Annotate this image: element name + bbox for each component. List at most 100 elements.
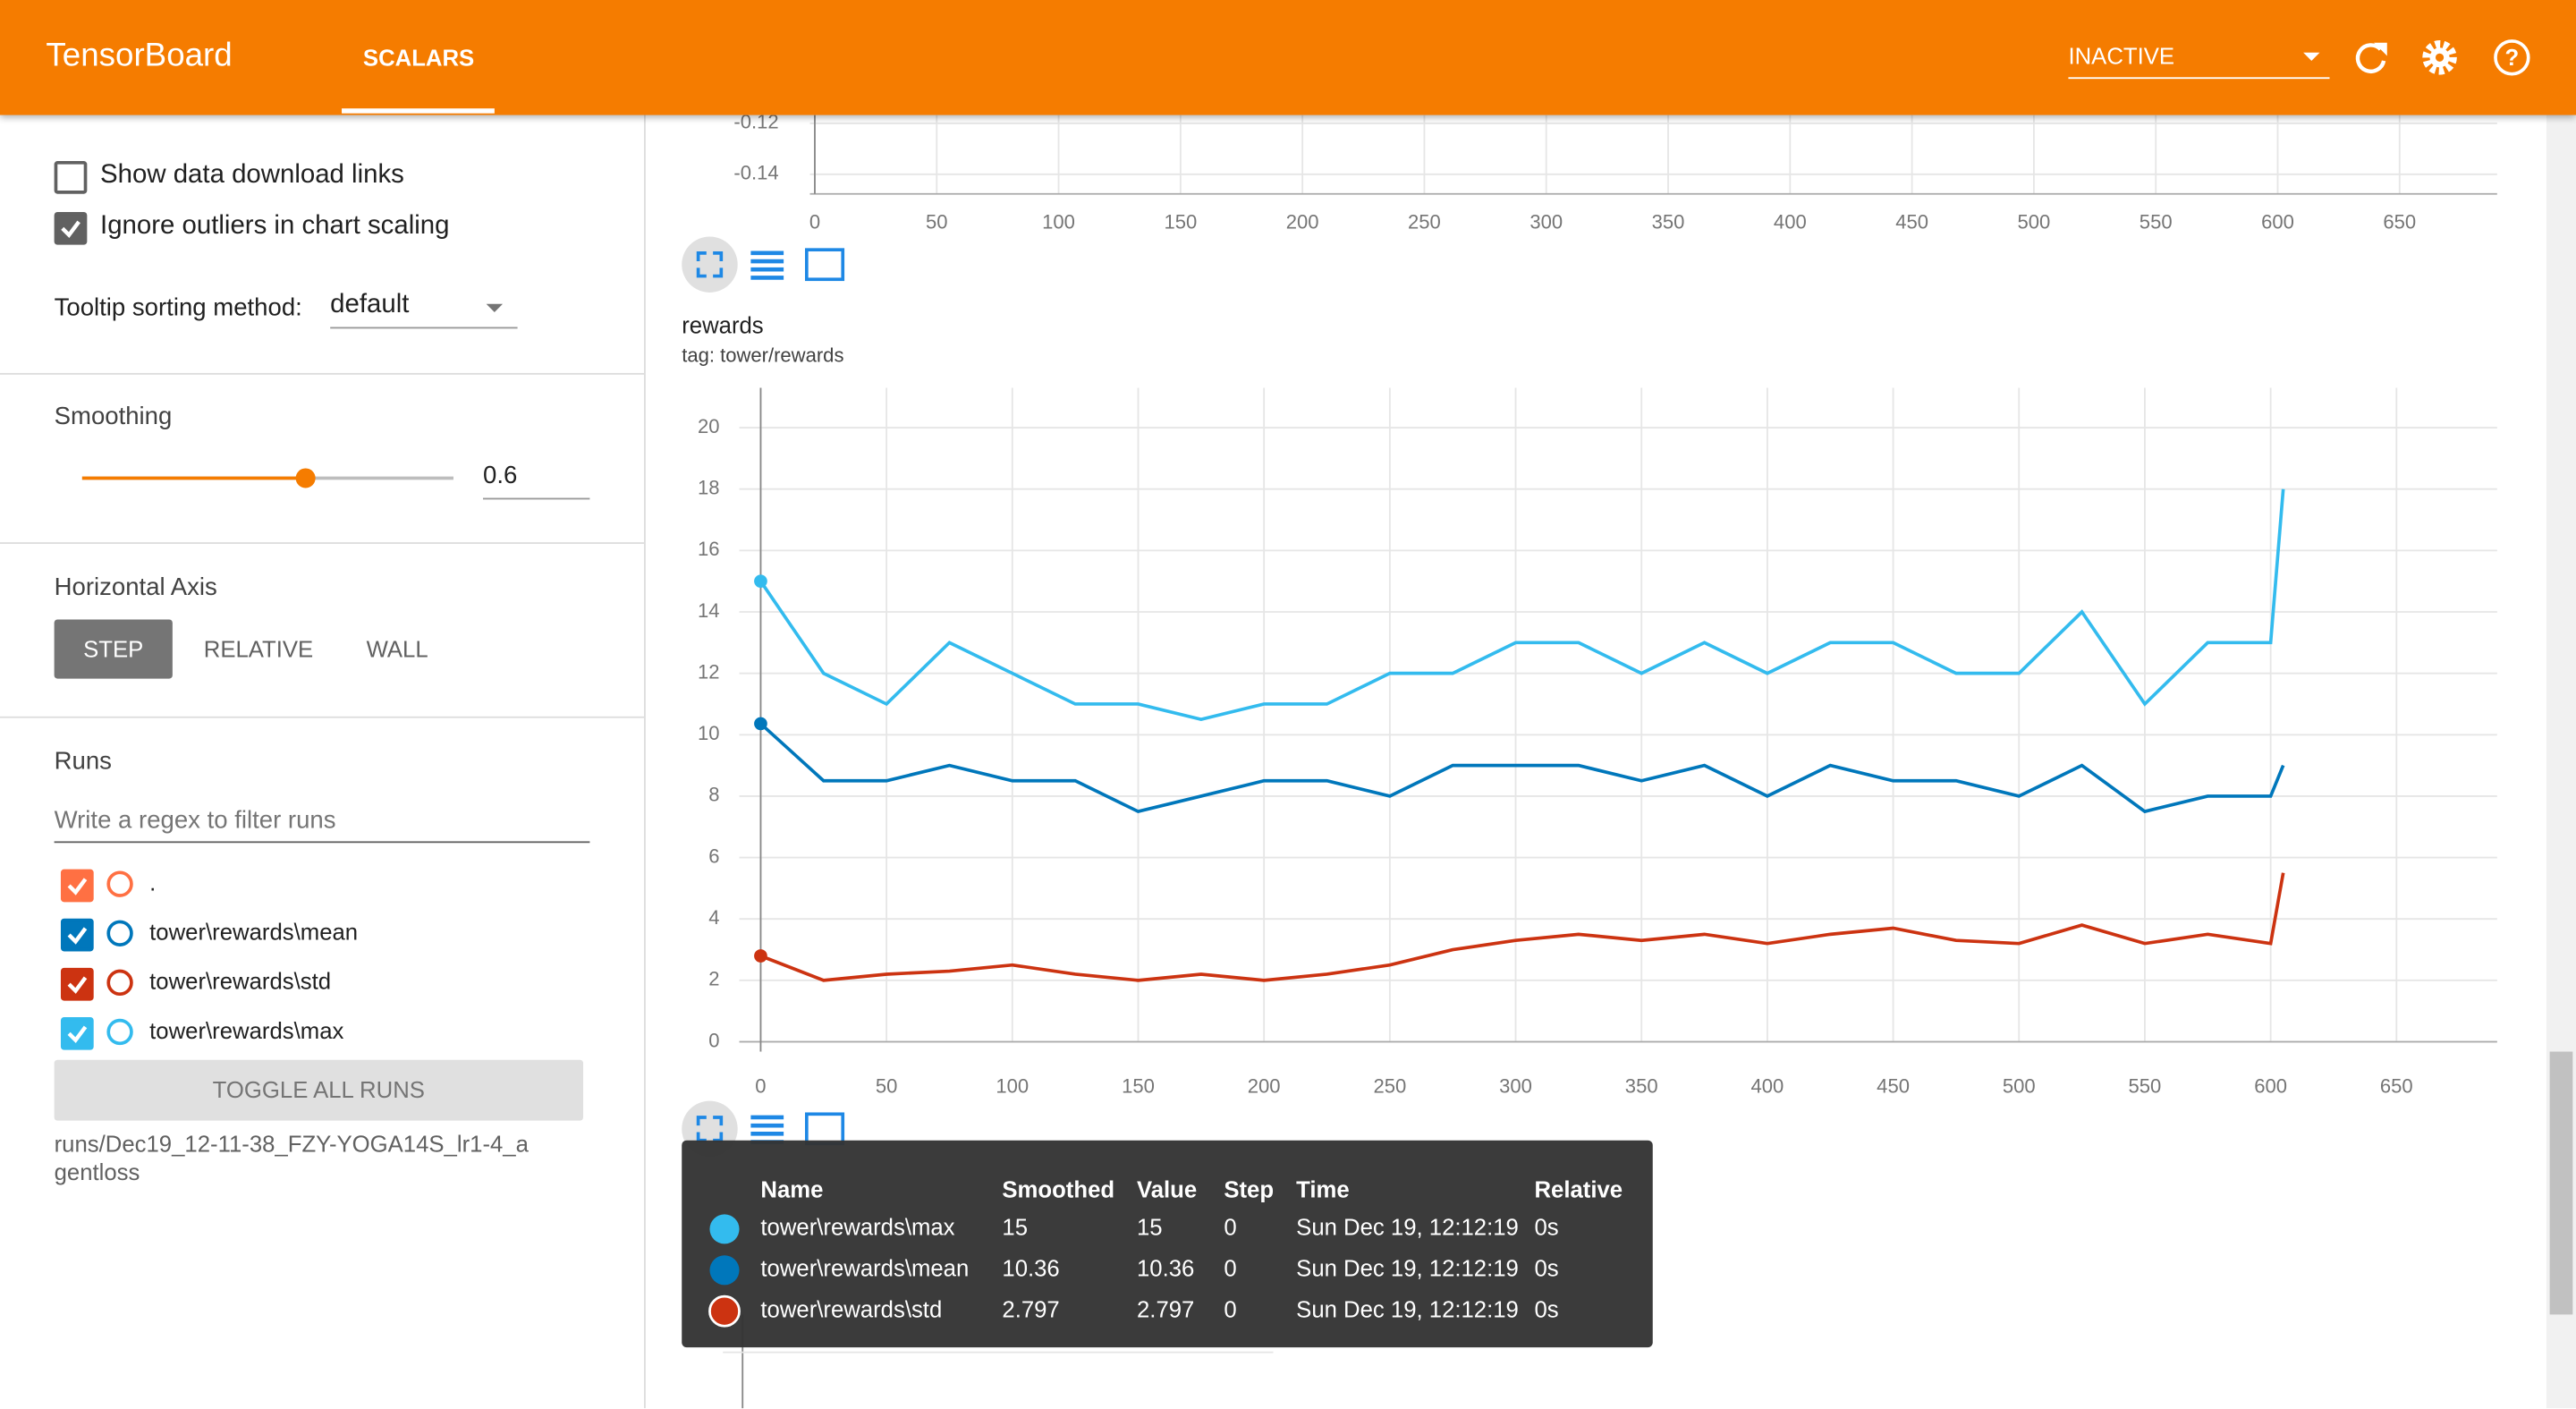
scroll-thumb[interactable] bbox=[2549, 1051, 2573, 1315]
lines-icon[interactable] bbox=[750, 250, 784, 280]
x-tick-label: 0 bbox=[755, 1075, 766, 1098]
hover-point bbox=[754, 717, 767, 731]
tooltip-cell: 2.797 bbox=[1002, 1298, 1059, 1323]
tooltip-cell: Sun Dec 19, 12:12:19 bbox=[1296, 1298, 1519, 1323]
x-tick-label: 500 bbox=[2018, 211, 2051, 233]
slider-knob[interactable] bbox=[294, 468, 315, 488]
run-swatch bbox=[708, 1294, 741, 1328]
lines-icon[interactable] bbox=[750, 1115, 784, 1144]
tooltip-cell: tower\rewards\max bbox=[760, 1216, 954, 1241]
sort-label: Tooltip sorting method: bbox=[54, 293, 302, 323]
run-path: runs/Dec19_12-11-38_FZY-YOGA14S_lr1-4_ag… bbox=[54, 1130, 529, 1185]
tooltip-header: Smoothed bbox=[1002, 1177, 1114, 1202]
tab[interactable]: SCALARS bbox=[362, 44, 475, 71]
chart-area: 0 50 100 150 200 250 300 350 400 450 500 550 600 650-… bbox=[682, 115, 2497, 1409]
x-tick-label: 550 bbox=[2140, 211, 2173, 233]
run-name: tower\rewards\max bbox=[149, 1016, 344, 1044]
y-tick-label: 18 bbox=[698, 477, 720, 499]
y-tick-label: 12 bbox=[698, 660, 720, 683]
fit-icon[interactable] bbox=[805, 1112, 845, 1146]
x-tick-label: 50 bbox=[876, 1075, 898, 1098]
run-color bbox=[106, 920, 133, 946]
axis-option[interactable]: WALL bbox=[366, 635, 428, 663]
x-tick-label: 300 bbox=[1499, 1075, 1532, 1098]
divider bbox=[0, 372, 645, 375]
checkbox[interactable] bbox=[54, 161, 88, 194]
x-tick-label: 100 bbox=[996, 1075, 1029, 1098]
toggle-runs-button[interactable]: TOGGLE ALL RUNS bbox=[54, 1059, 584, 1121]
x-tick-label: 150 bbox=[1122, 1075, 1155, 1098]
run-checkbox[interactable] bbox=[60, 869, 94, 903]
smoothing-input[interactable]: 0.6 bbox=[483, 462, 590, 500]
x-tick-label: 350 bbox=[1652, 211, 1685, 233]
expand-icon[interactable] bbox=[696, 251, 724, 278]
y-tick-label: 2 bbox=[708, 968, 719, 990]
tooltip-cell: 15 bbox=[1137, 1216, 1163, 1241]
tooltip-cell: 0 bbox=[1224, 1298, 1236, 1323]
x-tick-label: 250 bbox=[1373, 1075, 1406, 1098]
axis-option[interactable]: STEP bbox=[54, 619, 173, 679]
refresh-icon[interactable] bbox=[2355, 42, 2387, 73]
card-toolbar bbox=[682, 236, 845, 293]
x-tick-label: 350 bbox=[1625, 1075, 1658, 1098]
tooltip-cell: 10.36 bbox=[1137, 1257, 1194, 1282]
icon-background bbox=[682, 236, 738, 293]
tooltip-cell: 15 bbox=[1002, 1216, 1028, 1241]
run-name: tower\rewards\mean bbox=[149, 918, 359, 946]
tooltip-header: Value bbox=[1137, 1177, 1197, 1202]
checkbox[interactable] bbox=[54, 211, 88, 245]
tooltip-cell: tower\rewards\std bbox=[760, 1298, 942, 1323]
run-checkbox[interactable] bbox=[60, 1016, 94, 1050]
run-color bbox=[106, 1018, 133, 1046]
y-tick-label: 4 bbox=[708, 906, 719, 929]
x-tick-label: 150 bbox=[1164, 211, 1197, 233]
x-tick-label: 100 bbox=[1042, 211, 1075, 233]
x-tick-label: 400 bbox=[1751, 1075, 1784, 1098]
fit-icon[interactable] bbox=[805, 248, 845, 282]
run-checkbox[interactable] bbox=[60, 967, 94, 1001]
y-tick-label: 20 bbox=[698, 415, 720, 437]
help-icon[interactable]: ? bbox=[2494, 39, 2530, 76]
settings-icon[interactable] bbox=[2422, 40, 2457, 75]
section-label: Horizontal Axis bbox=[54, 573, 217, 602]
tooltip-cell: 10.36 bbox=[1002, 1257, 1059, 1282]
section-label: Runs bbox=[54, 747, 112, 776]
x-tick-label: 300 bbox=[1530, 211, 1563, 233]
x-tick-label: 200 bbox=[1286, 211, 1319, 233]
checkbox-label: Ignore outliers in chart scaling bbox=[100, 211, 450, 241]
run-name: . bbox=[149, 869, 157, 896]
select-underline bbox=[2068, 77, 2330, 80]
expand-icon[interactable] bbox=[696, 1116, 724, 1142]
axis-option[interactable]: RELATIVE bbox=[203, 635, 314, 663]
tooltip-cell: 0s bbox=[1535, 1257, 1559, 1282]
sort-select[interactable]: default bbox=[330, 291, 518, 329]
divider bbox=[0, 542, 645, 544]
x-tick-label: 650 bbox=[2383, 211, 2416, 233]
tooltip-cell: 0s bbox=[1535, 1298, 1559, 1323]
x-tick-label: 0 bbox=[809, 211, 820, 233]
x-tick-label: 650 bbox=[2380, 1075, 2413, 1098]
chart-title: rewards bbox=[682, 313, 763, 338]
tooltip-header: Relative bbox=[1535, 1177, 1623, 1202]
x-tick-label: 400 bbox=[1774, 211, 1807, 233]
chart-subtitle: tag: tower/rewards bbox=[682, 344, 843, 366]
run-checkbox[interactable] bbox=[60, 918, 94, 952]
divider bbox=[0, 716, 645, 718]
section-label: Smoothing bbox=[54, 403, 173, 431]
run-name: tower\rewards\std bbox=[149, 967, 332, 995]
tooltip-header: Name bbox=[760, 1177, 823, 1202]
x-tick-label: 550 bbox=[2129, 1075, 2162, 1098]
series-line bbox=[758, 488, 2285, 722]
slider-fill bbox=[81, 476, 305, 480]
dropdown-arrow bbox=[486, 303, 504, 312]
tooltip-header: Step bbox=[1224, 1177, 1274, 1202]
x-tick-label: 500 bbox=[2003, 1075, 2036, 1098]
run-filter[interactable]: Write a regex to filter runs bbox=[54, 807, 590, 844]
y-tick-label: 0 bbox=[708, 1029, 719, 1051]
status-select[interactable]: INACTIVE bbox=[2068, 42, 2175, 70]
hover-point bbox=[754, 949, 767, 963]
series-line bbox=[759, 872, 2285, 982]
run-color bbox=[106, 870, 133, 897]
tooltip-cell: tower\rewards\mean bbox=[760, 1257, 969, 1282]
